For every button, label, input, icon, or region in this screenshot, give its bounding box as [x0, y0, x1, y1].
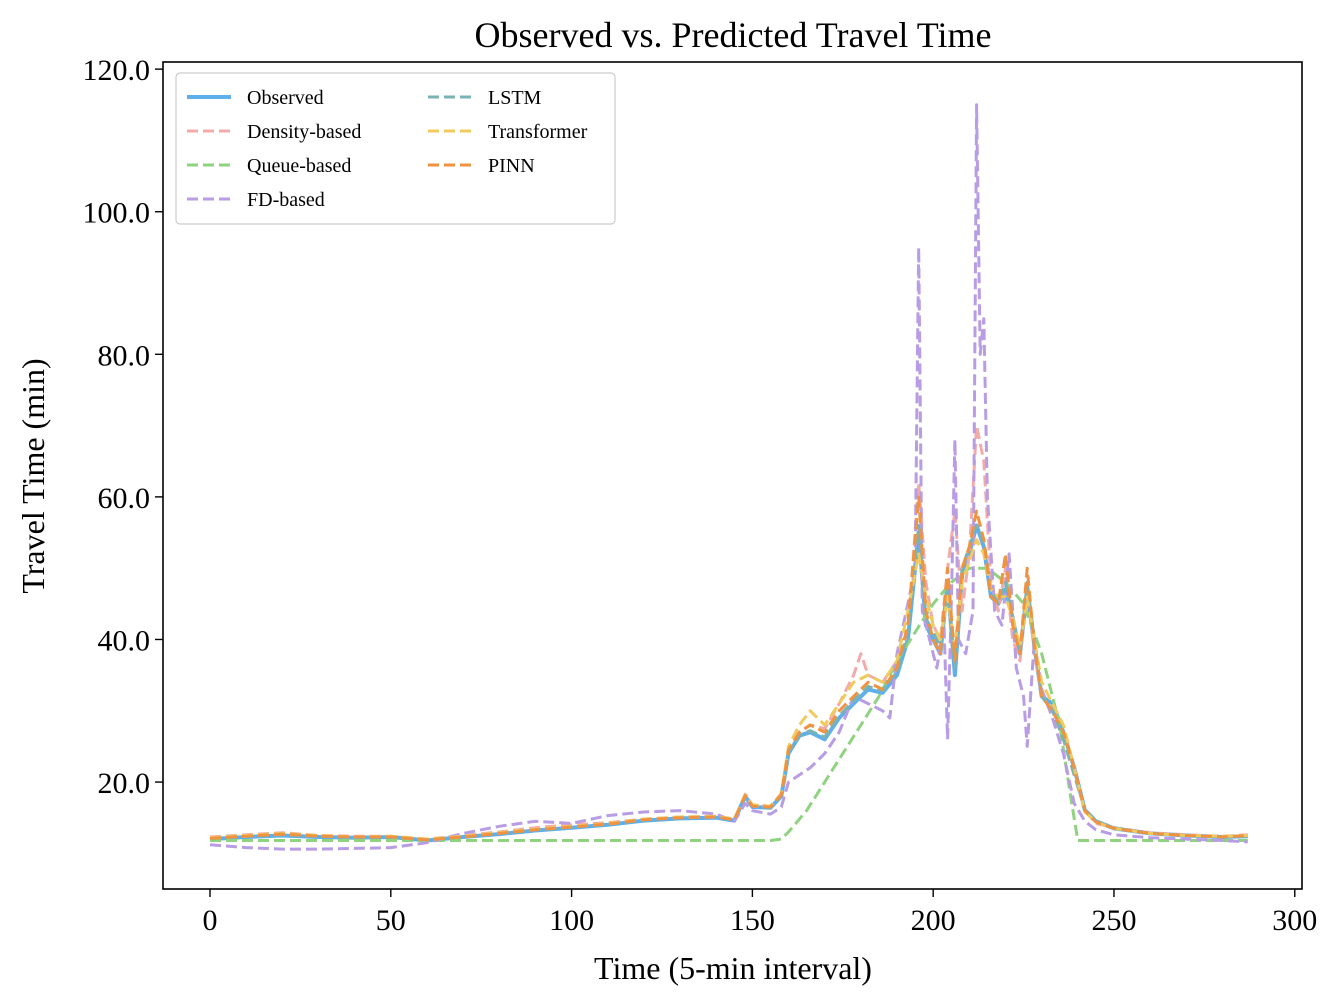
series-line-lstm — [209, 523, 1248, 842]
plot-area — [209, 103, 1248, 851]
legend-label: Transformer — [488, 121, 588, 143]
y-tick-label: 80.0 — [98, 339, 151, 372]
legend-label: Observed — [247, 87, 324, 109]
y-tick-label: 60.0 — [98, 482, 151, 515]
legend-label: FD-based — [247, 189, 325, 211]
x-tick-label: 0 — [203, 904, 218, 937]
y-axis-label: Travel Time (min) — [15, 358, 51, 593]
x-tick-label: 150 — [730, 904, 775, 937]
y-axis: 20.0 40.0 60.0 80.0 100.0 120.0 — [83, 54, 163, 800]
x-tick-label: 300 — [1272, 904, 1317, 937]
x-axis-label: Time (5-min interval) — [594, 950, 872, 986]
chart-title: Observed vs. Predicted Travel Time — [475, 15, 992, 55]
legend-label: Queue-based — [247, 155, 351, 177]
legend-label: Density-based — [247, 121, 361, 143]
legend-box — [175, 72, 616, 225]
x-tick-label: 250 — [1091, 904, 1136, 937]
series-line-pinn — [209, 495, 1248, 842]
legend-label: PINN — [488, 155, 535, 177]
y-tick-label: 40.0 — [98, 624, 151, 657]
plot-frame — [162, 61, 1303, 890]
series-line-observed — [209, 523, 1248, 843]
series-line-fd-based — [209, 103, 1248, 851]
series-line-transformer — [209, 538, 1248, 841]
y-tick-label: 120.0 — [83, 54, 151, 87]
x-axis: 0 50 100 150 200 250 300 — [203, 889, 1317, 937]
x-tick-label: 50 — [376, 904, 406, 937]
legend: Observed Density-based Queue-based FD-based… — [175, 72, 616, 225]
legend-label: LSTM — [488, 87, 542, 109]
y-tick-label: 20.0 — [98, 767, 151, 800]
series-line-density-based — [209, 424, 1248, 841]
x-tick-label: 200 — [911, 904, 956, 937]
series-line-queue-based — [210, 566, 1248, 842]
x-tick-label: 100 — [549, 904, 594, 937]
y-tick-label: 100.0 — [83, 197, 151, 230]
